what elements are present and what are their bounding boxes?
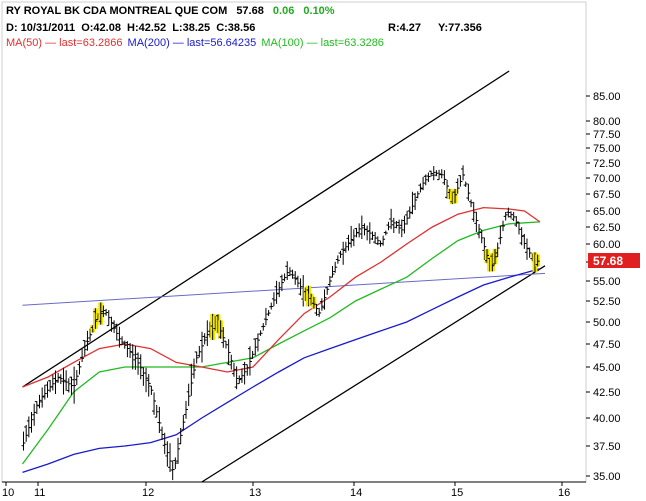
legend-ma50: MA(50) — last=63.2866 bbox=[6, 37, 122, 49]
channel-lower bbox=[201, 265, 546, 483]
ma200-line bbox=[22, 268, 541, 474]
y-tick-label: 45.00 bbox=[593, 362, 621, 374]
support-line bbox=[22, 272, 546, 306]
last-price-label: 57.68 bbox=[593, 254, 623, 268]
y-tick-label: 70.00 bbox=[593, 173, 621, 185]
x-tick-label: 13 bbox=[249, 487, 261, 499]
y-tick-label: 62.50 bbox=[593, 222, 621, 234]
y-tick-label: 47.50 bbox=[593, 339, 621, 351]
x-tick-label: 16 bbox=[558, 487, 570, 499]
y-tick-label: 50.00 bbox=[593, 317, 621, 329]
x-tick-label: 10 bbox=[2, 487, 14, 499]
channel-upper bbox=[22, 70, 510, 388]
y-tick-label: 80.00 bbox=[593, 116, 621, 128]
legend: MA(50) — last=63.2866 MA(200) — last=56.… bbox=[6, 37, 384, 49]
y-tick-label: 85.00 bbox=[593, 91, 621, 103]
y-tick-label: 35.00 bbox=[593, 471, 621, 483]
y-tick-label: 67.50 bbox=[593, 189, 621, 201]
y-tick-label: 65.00 bbox=[593, 206, 621, 218]
y-tick-label: 75.00 bbox=[593, 143, 621, 155]
y-tick-label: 55.00 bbox=[593, 276, 621, 288]
y-tick-label: 77.50 bbox=[593, 129, 621, 141]
y-tick-label: 72.50 bbox=[593, 158, 621, 170]
y-tick-label: 40.00 bbox=[593, 413, 621, 425]
x-tick-label: 11 bbox=[34, 487, 45, 499]
y-tick-label: 60.00 bbox=[593, 239, 621, 251]
chart-marks bbox=[21, 70, 546, 483]
y-tick-label: 42.50 bbox=[593, 387, 621, 399]
legend-ma100: MA(100) — last=63.3286 bbox=[261, 37, 384, 49]
x-tick-label: 15 bbox=[451, 487, 463, 499]
last-price-badge bbox=[588, 253, 640, 268]
bar-range: R:4.27 bbox=[388, 22, 421, 34]
x-tick-label: 14 bbox=[350, 487, 362, 499]
y-tick-label: 37.50 bbox=[593, 441, 621, 453]
ma50-line bbox=[22, 206, 541, 388]
bar-y-value: Y:77.356 bbox=[438, 22, 482, 34]
legend-ma200: MA(200) — last=56.64235 bbox=[128, 37, 257, 49]
x-axis: 10 11 12 13 14 15 16 bbox=[2, 481, 586, 499]
y-tick-label: 52.50 bbox=[593, 296, 621, 308]
bar-info: D: 10/31/2011 O:42.08 H:42.52 L:38.25 C:… bbox=[6, 22, 255, 34]
x-tick-label: 12 bbox=[142, 487, 154, 499]
ma100-line bbox=[21, 221, 540, 465]
chart-title: RY ROYAL BK CDA MONTREAL QUE COM 57.68 0… bbox=[6, 5, 335, 17]
